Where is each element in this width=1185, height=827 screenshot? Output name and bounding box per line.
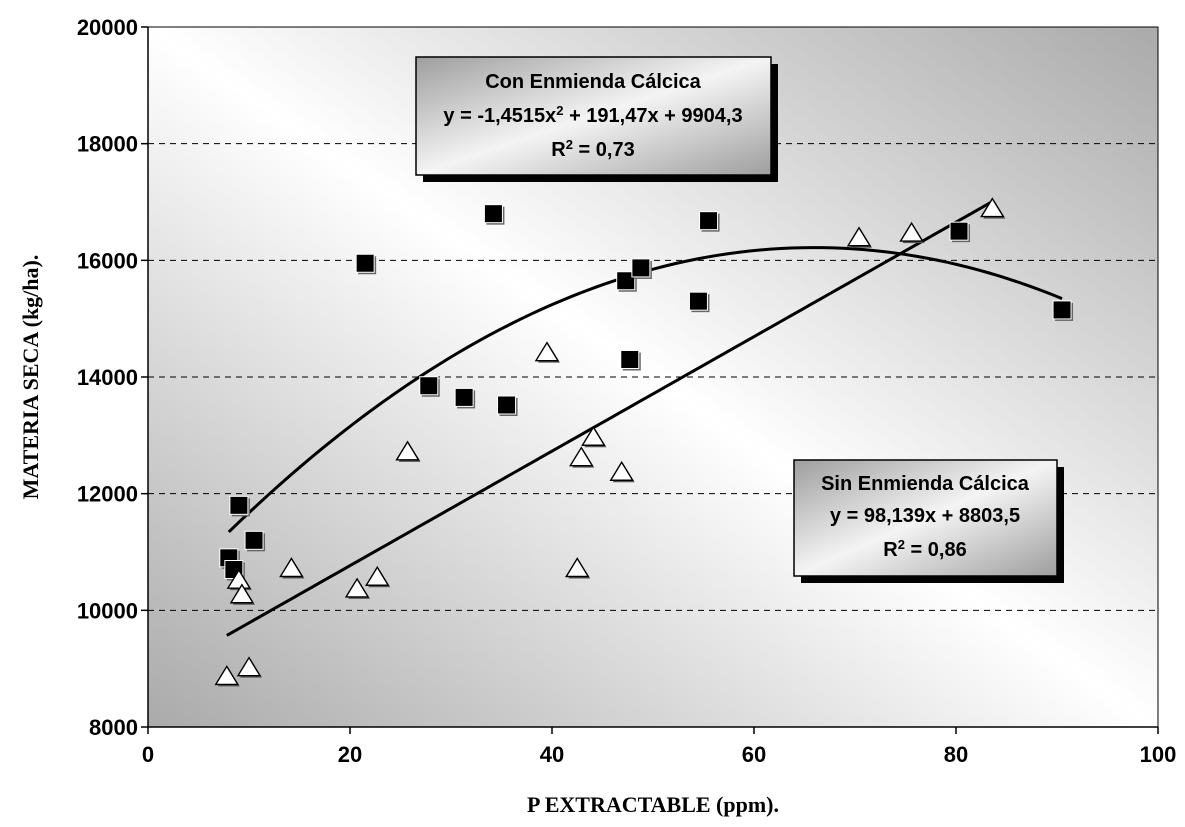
y-tick-label: 14000 — [77, 365, 138, 390]
annotation-con-enmienda: Con Enmienda Cálcica y = -1,4515x2 + 191… — [415, 56, 778, 182]
x-tick-label: 40 — [540, 742, 564, 767]
annotation-sin-r2: R2 = 0,86 — [883, 537, 966, 562]
data-point-square — [355, 253, 377, 275]
x-tick-label: 60 — [742, 742, 766, 767]
data-point-triangle — [980, 197, 1006, 219]
data-point-triangle — [395, 440, 421, 462]
data-point-triangle — [609, 460, 635, 483]
data-point-triangle — [899, 221, 925, 244]
annotation-con-r2: R2 = 0,73 — [551, 137, 634, 162]
y-tick-label: 12000 — [77, 482, 138, 507]
data-point-triangle — [365, 565, 391, 588]
data-point-square — [699, 211, 720, 232]
y-tick-label: 20000 — [77, 15, 138, 40]
y-tick-label: 16000 — [77, 248, 138, 273]
data-point-square — [244, 530, 266, 552]
data-point-triangle — [226, 568, 252, 591]
data-points — [214, 197, 1074, 687]
annotation-sin-equation: y = 98,139x + 8803,5 — [830, 505, 1020, 527]
x-tick-labels: 0 20 40 60 80 100 — [142, 742, 1176, 767]
trendline-linear — [226, 200, 994, 637]
data-point-triangle — [565, 557, 591, 579]
data-point-square — [1052, 300, 1074, 321]
data-point-triangle — [214, 665, 240, 687]
y-tick-labels: 8000 10000 12000 14000 16000 18000 20000 — [77, 15, 138, 740]
data-point-triangle — [581, 425, 607, 448]
y-tick-label: 10000 — [77, 598, 138, 623]
data-point-square — [616, 271, 637, 292]
data-point-triangle — [236, 656, 262, 678]
x-tick-label: 80 — [944, 742, 968, 767]
y-tick-label: 8000 — [89, 715, 138, 740]
data-point-square — [419, 376, 440, 397]
annotation-sin-enmienda: Sin Enmienda Cálcica y = 98,139x + 8803,… — [793, 459, 1064, 583]
data-point-square — [949, 221, 971, 243]
x-tick-label: 20 — [338, 742, 362, 767]
x-tick-label: 0 — [142, 742, 154, 767]
axes — [141, 26, 1159, 734]
data-point-square — [454, 387, 476, 409]
annotation-sin-title: Sin Enmienda Cálcica — [821, 473, 1030, 495]
x-tick-label: 100 — [1140, 742, 1177, 767]
annotation-con-title: Con Enmienda Cálcica — [485, 71, 701, 93]
data-point-square — [688, 291, 710, 313]
data-point-triangle — [846, 226, 873, 248]
data-point-triangle — [279, 557, 305, 579]
data-point-triangle — [569, 446, 595, 468]
data-point-square — [620, 350, 641, 371]
data-point-triangle — [229, 583, 255, 605]
data-point-square — [497, 395, 518, 416]
data-point-triangle — [344, 577, 371, 599]
y-tick-label: 18000 — [77, 132, 138, 157]
annotation-con-equation: y = -1,4515x2 + 191,47x + 9904,3 — [443, 103, 742, 128]
data-point-square — [229, 495, 250, 517]
y-axis-title: MATERIA SECA (kg/ha). — [18, 255, 43, 500]
x-axis-title: P EXTRACTABLE (ppm). — [527, 792, 779, 817]
data-point-square — [631, 258, 652, 279]
data-point-square — [483, 204, 505, 225]
data-point-triangle — [534, 341, 560, 363]
